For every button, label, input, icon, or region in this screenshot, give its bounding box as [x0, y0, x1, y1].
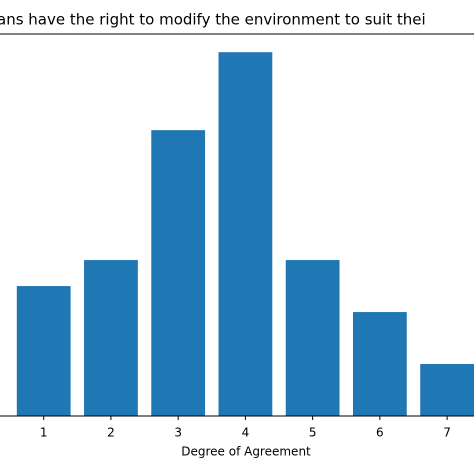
- x-tick-label: 6: [376, 426, 384, 440]
- bar: [285, 260, 340, 416]
- x-tick-label: 2: [107, 426, 115, 440]
- x-tick-label: 1: [40, 426, 48, 440]
- bar: [84, 260, 138, 416]
- x-tick-label: 5: [309, 426, 317, 440]
- x-tick-label: 4: [242, 426, 250, 440]
- x-tick-label: 7: [443, 426, 451, 440]
- chart-title: ans have the right to modify the environ…: [0, 11, 426, 29]
- bar: [218, 52, 273, 416]
- bar: [16, 286, 71, 416]
- bar: [420, 364, 474, 416]
- bar: [151, 130, 206, 416]
- bar: [352, 312, 407, 416]
- x-axis-label: Degree of Agreement: [181, 445, 311, 459]
- x-tick-label: 3: [174, 426, 182, 440]
